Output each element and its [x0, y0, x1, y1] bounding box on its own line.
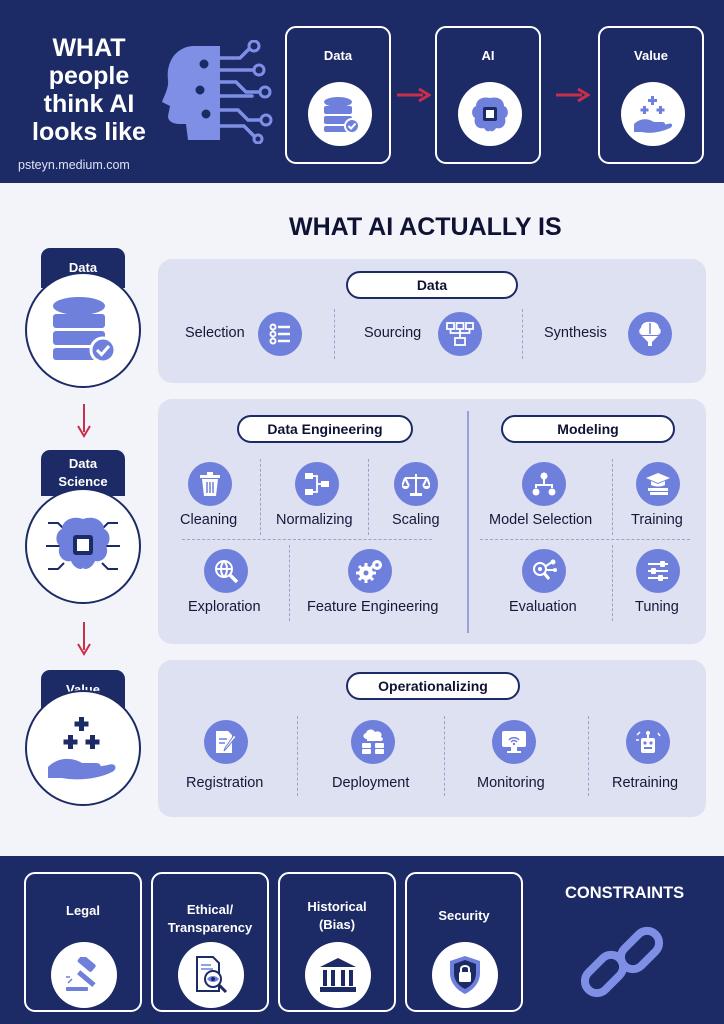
hand-plus-icon	[48, 717, 116, 780]
gears-icon	[348, 549, 392, 593]
item-training-label: Training	[631, 512, 683, 528]
constraint-card-ethical: Ethical/ Transparency	[151, 872, 269, 1012]
flowchart-icon	[295, 462, 339, 506]
museum-icon	[320, 958, 356, 992]
checklist-icon	[258, 312, 302, 356]
item-cleaning-label: Cleaning	[180, 512, 238, 528]
magnifier-globe-icon	[204, 549, 248, 593]
item-tuning-label: Tuning	[635, 599, 679, 615]
top-card-value: Value	[598, 26, 704, 164]
item-evaluation-label: Evaluation	[509, 599, 577, 615]
arrow-right-icon	[556, 88, 590, 102]
data-panel: Data Selection Sourcing Synthesis	[158, 259, 706, 383]
top-banner: WHAT people think AI looks like psteyn.m…	[0, 0, 724, 183]
constraint-card-security: Security	[405, 872, 523, 1012]
step-circle-data-science	[25, 488, 141, 604]
item-selection-label: Selection	[185, 325, 245, 341]
item-feature-engineering-label: Feature Engineering	[307, 599, 439, 615]
constraint-card-historical: Historical (Bias)	[278, 872, 396, 1012]
magnifier-nodes-icon	[522, 549, 566, 593]
monitor-signal-icon	[492, 720, 536, 764]
arrow-down-icon	[77, 404, 91, 438]
cloud-servers-icon	[351, 720, 395, 764]
modeling-title: Modeling	[501, 415, 675, 443]
document-pen-icon	[204, 720, 248, 764]
item-monitoring-label: Monitoring	[477, 775, 545, 791]
data-science-panel: Data Engineering Modeling Cleaning Norma…	[158, 399, 706, 644]
brain-funnel-icon	[628, 312, 672, 356]
item-retraining-label: Retraining	[612, 775, 679, 791]
balance-scale-icon	[394, 462, 438, 506]
data-engineering-title: Data Engineering	[237, 415, 413, 443]
sliders-icon	[636, 549, 680, 593]
database-icon	[53, 297, 117, 364]
item-scaling-label: Scaling	[392, 512, 440, 528]
item-normalizing-label: Normalizing	[276, 512, 353, 528]
source-credit: psteyn.medium.com	[18, 158, 130, 172]
hierarchy-icon	[522, 462, 566, 506]
operationalizing-title: Operationalizing	[346, 672, 520, 700]
item-registration-label: Registration	[186, 775, 264, 791]
step-circle-data	[25, 272, 141, 388]
hand-plus-icon	[634, 96, 673, 133]
document-eye-icon	[196, 956, 228, 994]
database-icon	[324, 97, 360, 134]
misconception-title: WHAT people think AI looks like	[32, 34, 146, 146]
network-grid-icon	[438, 312, 482, 356]
item-model-selection-label: Model Selection	[489, 512, 593, 528]
brain-chip-icon	[46, 517, 120, 570]
robot-refresh-icon	[626, 720, 670, 764]
graduation-books-icon	[636, 462, 680, 506]
chain-link-icon	[580, 926, 664, 998]
arrow-down-icon	[77, 622, 91, 656]
item-exploration-label: Exploration	[188, 599, 261, 615]
shield-lock-icon	[450, 956, 480, 994]
item-sourcing-label: Sourcing	[364, 325, 422, 341]
constraints-banner: Legal Ethical/ Transparency Historical (…	[0, 856, 724, 1024]
item-deployment-label: Deployment	[332, 775, 410, 791]
step-circle-value	[25, 690, 141, 806]
item-synthesis-label: Synthesis	[544, 325, 607, 341]
data-panel-title: Data	[346, 271, 518, 299]
constraint-card-legal: Legal	[24, 872, 142, 1012]
top-card-data: Data	[285, 26, 391, 164]
trash-icon	[188, 462, 232, 506]
circuit-head-icon	[162, 40, 273, 144]
main-title: WHAT AI ACTUALLY IS	[289, 213, 562, 241]
top-card-ai: AI	[435, 26, 541, 164]
brain-chip-icon	[472, 97, 508, 132]
operationalizing-panel: Operationalizing Registration Deployment…	[158, 660, 706, 817]
gavel-icon	[66, 957, 96, 991]
constraints-title: CONSTRAINTS	[565, 884, 685, 902]
arrow-right-icon	[397, 88, 431, 102]
